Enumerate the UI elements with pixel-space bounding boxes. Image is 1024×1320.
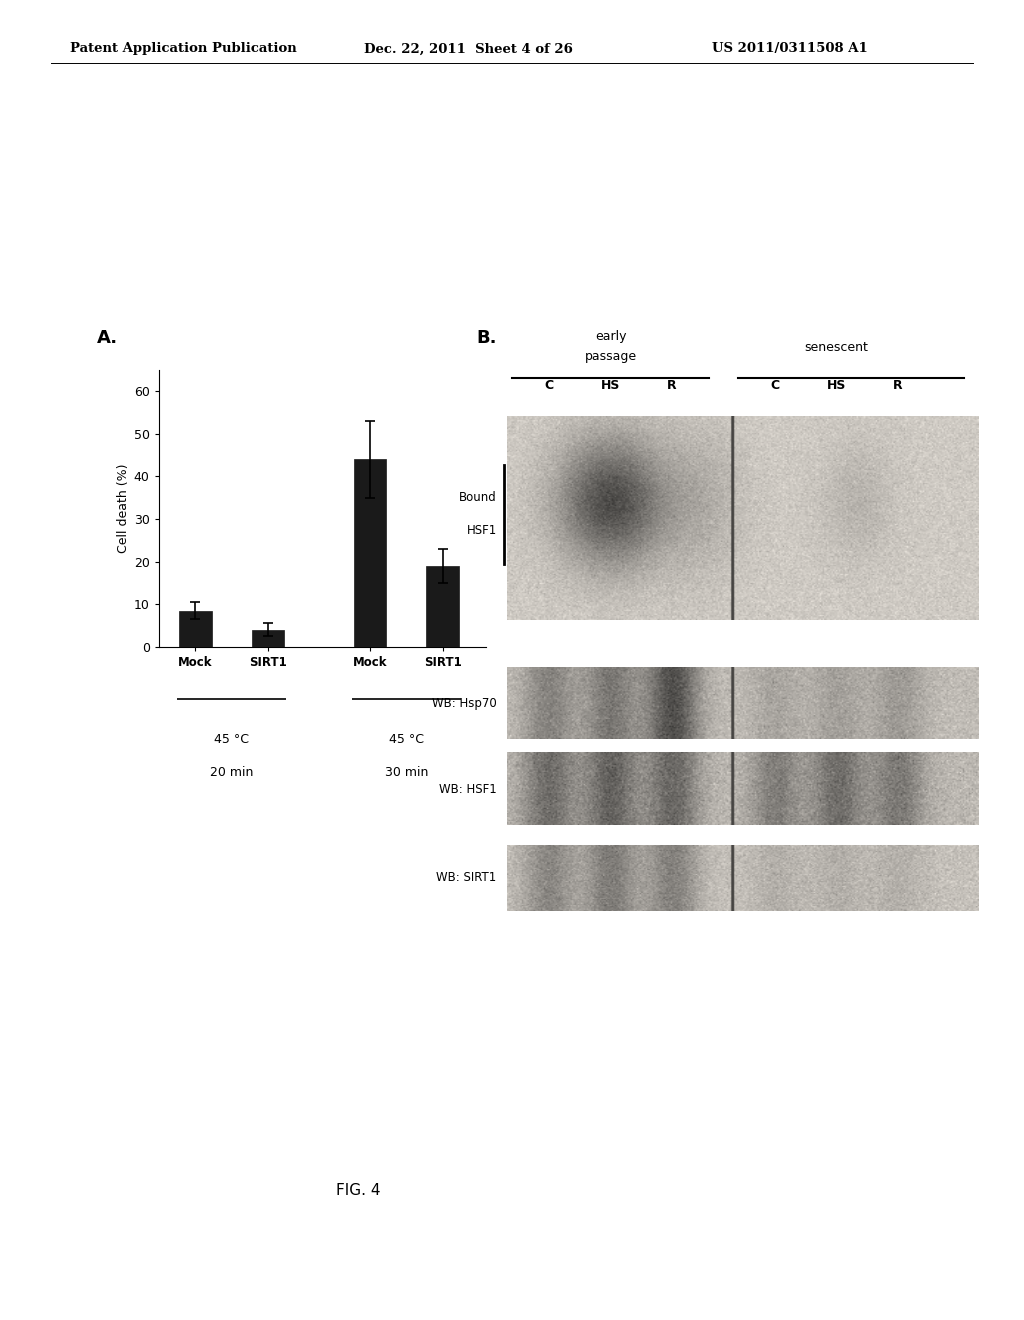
Bar xyxy=(426,566,459,647)
Text: 45 °C: 45 °C xyxy=(389,733,424,746)
Text: HSF1: HSF1 xyxy=(466,524,497,537)
Text: 20 min: 20 min xyxy=(210,766,253,779)
Text: FIG. 4: FIG. 4 xyxy=(336,1183,381,1197)
Text: Patent Application Publication: Patent Application Publication xyxy=(70,42,296,55)
Text: passage: passage xyxy=(585,350,637,363)
Text: US 2011/0311508 A1: US 2011/0311508 A1 xyxy=(712,42,867,55)
Text: C: C xyxy=(771,379,780,392)
Text: HS: HS xyxy=(601,379,621,392)
Text: Bound: Bound xyxy=(459,491,497,504)
Text: HS: HS xyxy=(827,379,846,392)
Text: senescent: senescent xyxy=(805,341,868,354)
Text: R: R xyxy=(893,379,902,392)
Text: WB: Hsp70: WB: Hsp70 xyxy=(432,697,497,710)
Text: Dec. 22, 2011  Sheet 4 of 26: Dec. 22, 2011 Sheet 4 of 26 xyxy=(364,42,572,55)
Text: B.: B. xyxy=(476,329,497,347)
Y-axis label: Cell death (%): Cell death (%) xyxy=(117,463,129,553)
Text: A.: A. xyxy=(97,329,119,347)
Bar xyxy=(179,611,212,647)
Text: WB: SIRT1: WB: SIRT1 xyxy=(436,871,497,884)
Text: early: early xyxy=(595,330,627,343)
Text: WB: HSF1: WB: HSF1 xyxy=(439,783,497,796)
Bar xyxy=(353,459,386,647)
Text: C: C xyxy=(545,379,554,392)
Text: R: R xyxy=(667,379,677,392)
Text: 45 °C: 45 °C xyxy=(214,733,249,746)
Bar xyxy=(252,630,285,647)
Text: 30 min: 30 min xyxy=(385,766,428,779)
